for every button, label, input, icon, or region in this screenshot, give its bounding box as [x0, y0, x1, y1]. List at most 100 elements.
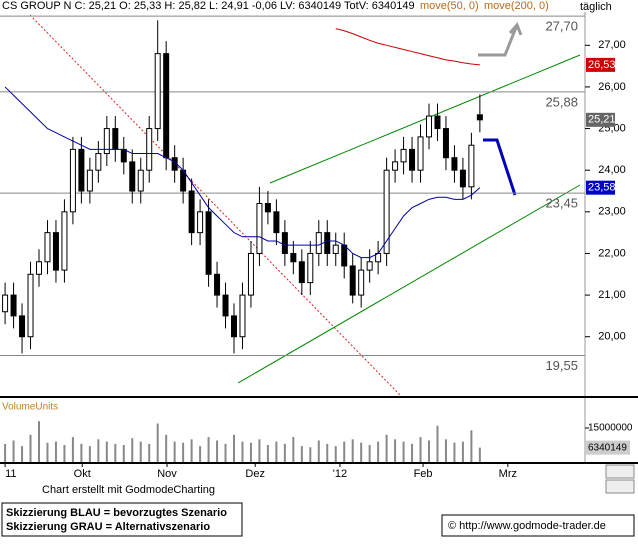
- candle-body: [103, 128, 110, 155]
- candle-body: [468, 144, 475, 188]
- scenario-blue: [483, 138, 517, 196]
- moving-average: [4, 86, 481, 259]
- x-tick-label: Mrz: [499, 468, 517, 480]
- candle-body: [2, 294, 9, 313]
- candle-body: [417, 136, 424, 171]
- candle-body: [239, 294, 246, 338]
- level-label: 25,88: [545, 94, 578, 109]
- candle-body: [366, 261, 373, 271]
- candle-body: [154, 53, 161, 130]
- x-tick-label: Nov: [157, 468, 177, 480]
- scenario-arrow: [508, 22, 523, 36]
- candle-body: [19, 315, 26, 338]
- candle-body: [273, 211, 280, 234]
- candle-body: [86, 169, 93, 192]
- candle-body: [451, 157, 458, 171]
- candle-body: [332, 244, 339, 254]
- candle-body: [264, 203, 271, 213]
- candle-body: [400, 148, 407, 163]
- candle-body: [307, 252, 314, 284]
- note-box: [1, 502, 243, 537]
- candle-body: [120, 148, 127, 163]
- candle-body: [146, 128, 153, 171]
- candle-body: [231, 315, 237, 338]
- scenario-gray: [478, 24, 519, 57]
- source: © http://www.godmode-trader.de: [448, 520, 606, 532]
- candle-body: [290, 252, 297, 263]
- legend-ma50: move(50, 0): [420, 0, 479, 12]
- moving-average: [335, 28, 480, 66]
- candle-body: [409, 148, 416, 171]
- y-tick-label: 23,00: [598, 206, 626, 218]
- candle-body: [137, 169, 144, 192]
- note: Skizzierung BLAU = bevorzugtes Szenario: [6, 507, 227, 519]
- candle-body: [52, 232, 59, 271]
- volume-tick-label: 15000000: [588, 423, 633, 434]
- level-label: 27,70: [545, 19, 578, 34]
- price-label-box: [586, 57, 615, 72]
- candle-body: [36, 261, 42, 275]
- y-tick-label: 26,00: [598, 81, 626, 93]
- price-label-box: [586, 112, 615, 127]
- legend-ma200: move(200, 0): [484, 0, 549, 12]
- icon: [605, 479, 635, 494]
- candle-body: [256, 203, 263, 254]
- candle-body: [214, 273, 221, 296]
- candle-body: [205, 211, 212, 275]
- y-tick-label: 20,00: [598, 331, 626, 343]
- candle-body: [197, 211, 204, 234]
- candle-body: [476, 114, 483, 121]
- y-tick-label: 21,00: [598, 289, 626, 301]
- volume-last-label: 6340149: [588, 442, 627, 453]
- candle-body: [188, 190, 195, 234]
- candle-body: [324, 232, 331, 254]
- candle-body: [112, 128, 119, 150]
- candle-body: [315, 232, 322, 254]
- candle-body: [341, 244, 348, 267]
- price-label: 25,21: [588, 114, 616, 126]
- volume-title: VolumeUnits: [2, 402, 58, 413]
- credit: Chart erstellt mit GodmodeCharting: [42, 484, 215, 496]
- x-tick-label: '12: [333, 468, 347, 480]
- candle-body: [459, 169, 466, 188]
- candle-body: [95, 153, 102, 171]
- candle-body: [78, 148, 85, 192]
- candle-body: [298, 261, 305, 284]
- icon: [605, 464, 635, 479]
- y-tick-label: 22,00: [598, 247, 626, 259]
- source-box: [441, 514, 635, 537]
- candle-body: [358, 269, 365, 296]
- y-tick-label: 24,00: [598, 164, 626, 176]
- candle-body: [61, 211, 68, 271]
- x-tick-label: Dez: [245, 468, 265, 480]
- x-tick-label: Feb: [414, 468, 433, 480]
- candle-body: [69, 148, 76, 213]
- candle-body: [247, 252, 254, 296]
- candle-body: [222, 294, 229, 317]
- price-label: 23,58: [588, 182, 616, 194]
- candle-body: [426, 115, 432, 138]
- candle-body: [349, 265, 356, 296]
- trend-line: [269, 54, 581, 184]
- y-tick-label: 27,00: [598, 39, 626, 51]
- x-tick-label: 11: [5, 468, 16, 480]
- level-label: 23,45: [545, 196, 578, 211]
- header: CS GROUP N C: 25,21 O: 25,33 H: 25,82 L:…: [2, 0, 415, 12]
- candle-body: [163, 53, 170, 159]
- note: Skizzierung GRAU = Alternativszenario: [6, 521, 210, 533]
- level-label: 19,55: [545, 358, 578, 373]
- candle-body: [44, 232, 51, 263]
- trend-line: [29, 14, 401, 396]
- period: täglich: [580, 1, 612, 13]
- volume-last-box: [586, 440, 630, 455]
- candle-body: [434, 115, 441, 130]
- trend-line: [237, 184, 581, 384]
- candle-body: [27, 273, 34, 338]
- price-label: 26,53: [588, 59, 616, 71]
- price-label-box: [586, 180, 615, 195]
- candle-body: [10, 294, 17, 317]
- candle-body: [392, 161, 399, 171]
- candle-body: [129, 161, 136, 192]
- candle-body: [281, 232, 288, 254]
